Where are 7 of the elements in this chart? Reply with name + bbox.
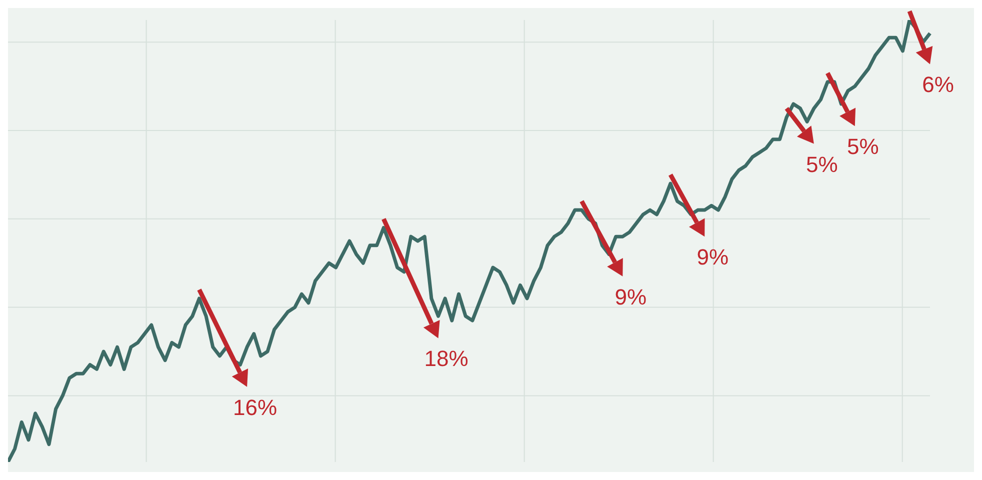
annotation: 5%: [846, 134, 879, 160]
annotation: 18%: [424, 346, 468, 372]
annotation: 5%: [806, 152, 838, 177]
annotation: 9%: [696, 244, 729, 270]
annotation: 16%: [233, 394, 278, 420]
annotation: 6%: [922, 72, 954, 98]
annotation: 9%: [614, 284, 647, 310]
